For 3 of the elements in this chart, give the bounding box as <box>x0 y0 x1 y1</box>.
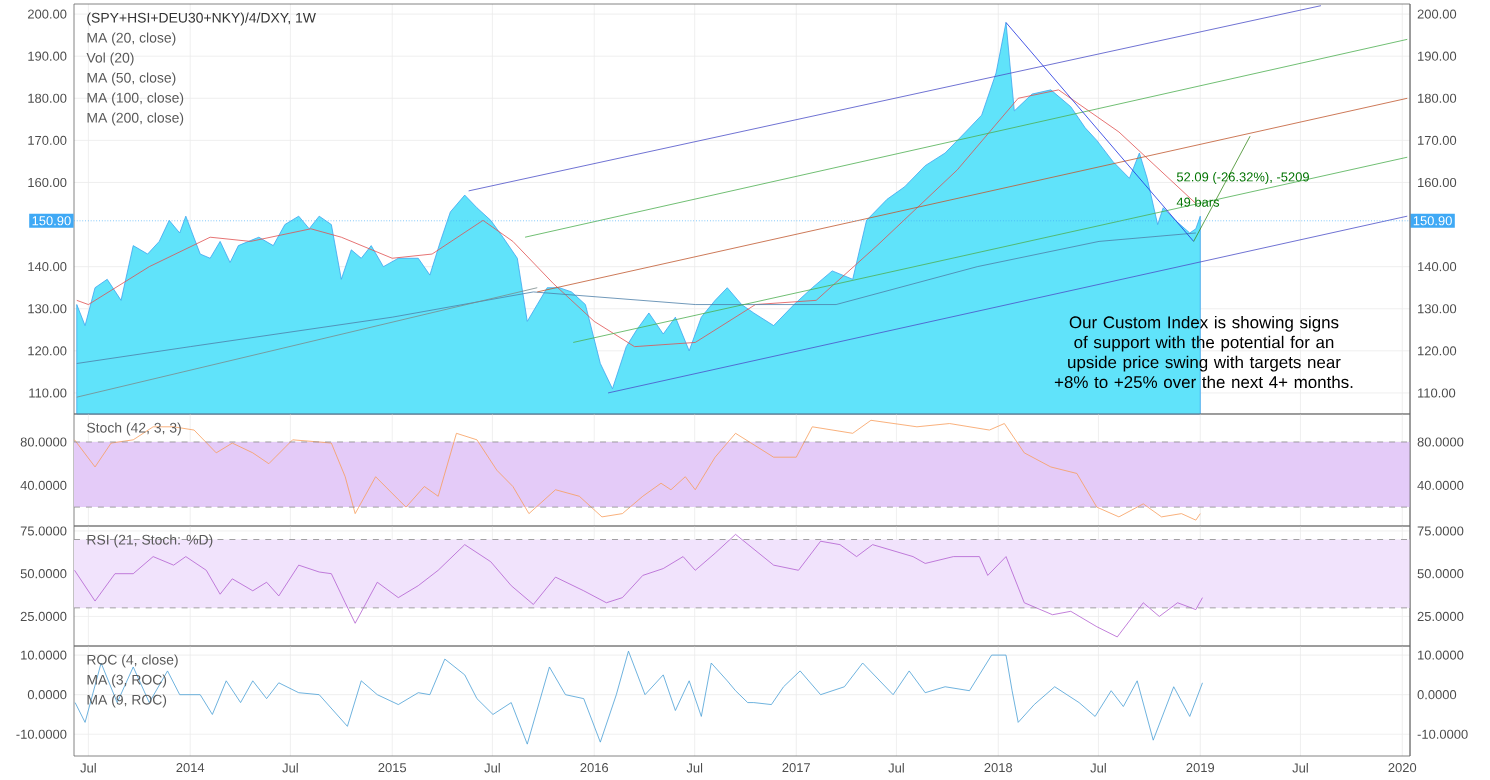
line-series <box>74 650 1203 745</box>
line-series <box>74 419 1201 521</box>
line-series <box>74 533 1203 638</box>
